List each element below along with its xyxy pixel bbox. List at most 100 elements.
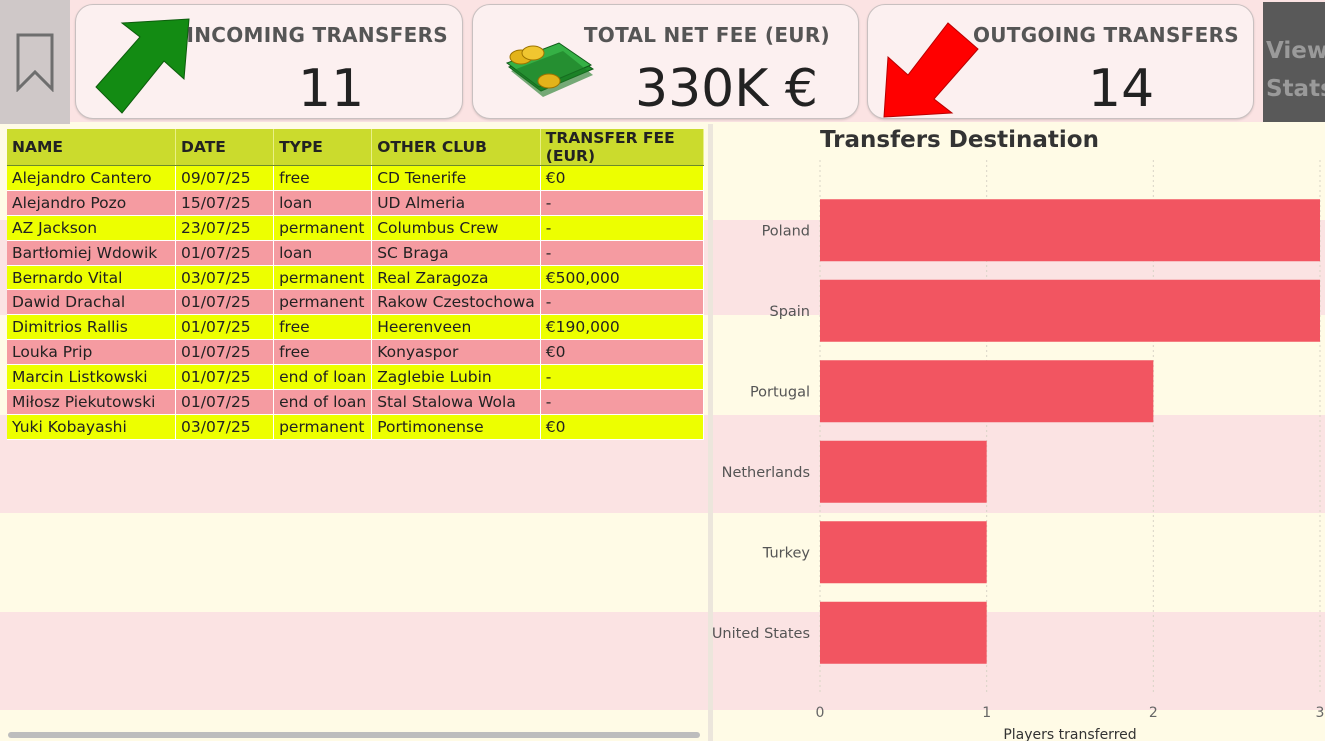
incoming-transfers-title: INCOMING TRANSFERS <box>186 23 448 47</box>
cell-type: free <box>273 339 373 366</box>
cell-other-club: Konyaspor <box>371 339 541 366</box>
cell-date: 01/07/25 <box>175 364 275 391</box>
cell-other-club: SC Braga <box>371 240 541 266</box>
cell-date: 03/07/25 <box>175 265 275 291</box>
y-category-label: Spain <box>769 304 810 320</box>
cell-other-club: Columbus Crew <box>371 215 541 241</box>
table-row[interactable]: Marcin Listkowski 01/07/25 end of loan Zagl… <box>7 364 705 391</box>
cell-transfer-fee: - <box>540 190 705 216</box>
cell-name: AZ Jackson <box>7 215 177 241</box>
cell-date: 23/07/25 <box>175 215 275 241</box>
cell-other-club: Rakow Czestochowa <box>371 289 541 316</box>
table-horizontal-scrollbar[interactable] <box>8 732 700 738</box>
cell-date: 01/07/25 <box>175 314 275 341</box>
total-net-fee-value: 330K € <box>635 59 818 119</box>
total-net-fee-title: TOTAL NET FEE (EUR) <box>583 23 830 47</box>
table-row[interactable]: Alejandro Pozo 15/07/25 loan UD Almeria - <box>7 190 705 216</box>
cell-type: permanent <box>273 215 373 241</box>
column-header-other-club[interactable]: OTHER CLUB <box>371 129 541 166</box>
cell-name: Miłosz Piekutowski <box>7 389 177 415</box>
bookmark-button[interactable] <box>0 0 70 124</box>
cell-type: free <box>273 314 373 341</box>
outgoing-transfers-card: OUTGOING TRANSFERS 14 <box>867 4 1254 119</box>
cell-type: end of loan <box>273 389 373 415</box>
x-tick-label: 0 <box>816 705 825 721</box>
cell-type: loan <box>273 240 373 266</box>
cell-date: 15/07/25 <box>175 190 275 216</box>
x-tick-label: 3 <box>1316 705 1325 721</box>
cell-transfer-fee: €190,000 <box>540 314 705 341</box>
cell-date: 01/07/25 <box>175 339 275 366</box>
cell-name: Alejandro Cantero <box>7 165 177 191</box>
table-row[interactable]: Alejandro Cantero 09/07/25 free CD Tenerife… <box>7 165 705 191</box>
cell-date: 01/07/25 <box>175 289 275 316</box>
incoming-transfers-card: INCOMING TRANSFERS 11 <box>75 4 463 119</box>
cell-name: Louka Prip <box>7 339 177 366</box>
x-axis-label: Players transferred <box>1003 727 1136 741</box>
column-header-name[interactable]: NAME <box>7 129 177 166</box>
chart-title: Transfers Destination <box>820 127 1099 153</box>
cell-transfer-fee: - <box>540 215 705 241</box>
column-header-type[interactable]: TYPE <box>273 129 373 166</box>
table-row[interactable]: AZ Jackson 23/07/25 permanent Columbus Crew… <box>7 215 705 241</box>
y-category-label: Turkey <box>762 545 811 561</box>
cell-type: loan <box>273 190 373 216</box>
cell-name: Bernardo Vital <box>7 265 177 291</box>
y-category-label: United States <box>713 626 810 642</box>
cell-type: free <box>273 165 373 191</box>
x-tick-label: 2 <box>1149 705 1158 721</box>
incoming-transfers-value: 11 <box>298 59 365 119</box>
green-up-arrow-icon <box>95 18 190 114</box>
cell-other-club: Zaglebie Lubin <box>371 364 541 391</box>
table-row[interactable]: Dawid Drachal 01/07/25 permanent Rakow Czes… <box>7 289 705 316</box>
table-row[interactable]: Louka Prip 01/07/25 free Konyaspor €0 <box>7 339 705 366</box>
cell-type: permanent <box>273 265 373 291</box>
table-row[interactable]: Yuki Kobayashi 03/07/25 permanent Portimone… <box>7 414 705 440</box>
bookmark-icon <box>16 33 54 92</box>
cell-transfer-fee: - <box>540 289 705 316</box>
bar-portugal[interactable] <box>820 360 1154 423</box>
outgoing-transfers-value: 14 <box>1088 59 1155 119</box>
view-stats-button[interactable]: View Stats <box>1263 2 1325 122</box>
cell-transfer-fee: €500,000 <box>540 265 705 291</box>
transfers-table: NAME DATE TYPE OTHER CLUB TRANSFER FEE (… <box>7 129 705 440</box>
bar-united-states[interactable] <box>820 601 987 664</box>
cell-name: Bartłomiej Wdowik <box>7 240 177 266</box>
table-row[interactable]: Dimitrios Rallis 01/07/25 free Heerenveen €1… <box>7 314 705 341</box>
x-tick-label: 1 <box>982 705 991 721</box>
cell-date: 03/07/25 <box>175 414 275 440</box>
bar-netherlands[interactable] <box>820 440 987 503</box>
cell-transfer-fee: - <box>540 364 705 391</box>
cell-type: end of loan <box>273 364 373 391</box>
money-icon <box>505 42 595 97</box>
y-category-label: Netherlands <box>722 465 810 481</box>
bar-poland[interactable] <box>820 199 1320 262</box>
outgoing-transfers-title: OUTGOING TRANSFERS <box>972 23 1239 47</box>
table-row[interactable]: Miłosz Piekutowski 01/07/25 end of loan Sta… <box>7 389 705 415</box>
cell-transfer-fee: €0 <box>540 414 705 440</box>
table-row[interactable]: Bartłomiej Wdowik 01/07/25 loan SC Braga - <box>7 240 705 266</box>
cell-other-club: UD Almeria <box>371 190 541 216</box>
cell-other-club: Heerenveen <box>371 314 541 341</box>
cell-transfer-fee: €0 <box>540 339 705 366</box>
view-stats-line1: View <box>1266 38 1325 64</box>
red-down-arrow-icon <box>883 22 979 118</box>
cell-transfer-fee: - <box>540 389 705 415</box>
cell-name: Yuki Kobayashi <box>7 414 177 440</box>
bar-turkey[interactable] <box>820 521 987 584</box>
table-row[interactable]: Bernardo Vital 03/07/25 permanent Real Zara… <box>7 265 705 291</box>
y-category-label: Portugal <box>750 384 810 400</box>
cell-other-club: Real Zaragoza <box>371 265 541 291</box>
cell-other-club: Stal Stalowa Wola <box>371 389 541 415</box>
transfers-destination-chart: 0 1 2 3 Poland Spain Portugal Netherlands Turkey… <box>713 160 1325 741</box>
cell-transfer-fee: €0 <box>540 165 705 191</box>
total-net-fee-card: TOTAL NET FEE (EUR) 330K € <box>472 4 859 119</box>
cell-other-club: CD Tenerife <box>371 165 541 191</box>
cell-transfer-fee: - <box>540 240 705 266</box>
cell-other-club: Portimonense <box>371 414 541 440</box>
cell-type: permanent <box>273 289 373 316</box>
column-header-transfer-fee[interactable]: TRANSFER FEE (EUR) <box>540 129 705 166</box>
column-header-date[interactable]: DATE <box>175 129 275 166</box>
bar-spain[interactable] <box>820 279 1320 342</box>
cell-date: 09/07/25 <box>175 165 275 191</box>
